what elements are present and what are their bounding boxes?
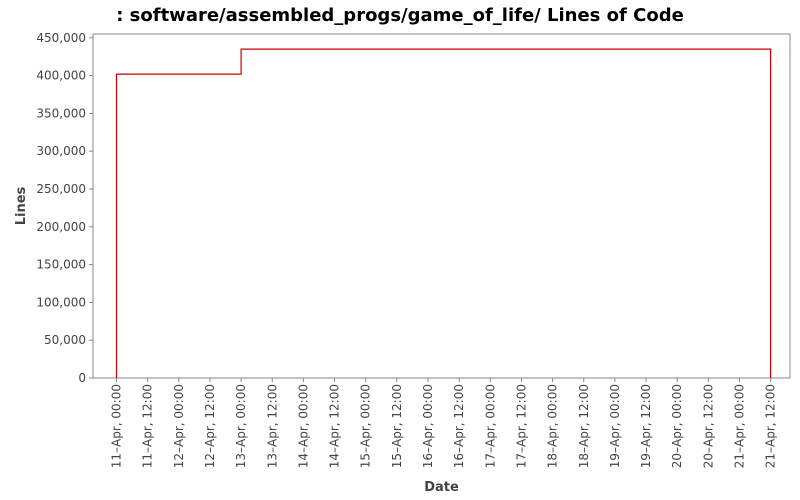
x-tick-label: 17–Apr, 12:00 xyxy=(514,384,528,468)
y-axis: 0 50,000 100,000 150,000 200,000 250,000 300,0… xyxy=(36,31,93,385)
x-tick-label: 16–Apr, 12:00 xyxy=(452,384,466,468)
x-tick-label: 20–Apr, 00:00 xyxy=(670,384,684,468)
x-tick-label: 15–Apr, 12:00 xyxy=(390,384,404,468)
x-tick-label: 18–Apr, 00:00 xyxy=(546,384,560,468)
x-tick-label: 17–Apr, 00:00 xyxy=(483,384,497,468)
x-tick-label: 12–Apr, 00:00 xyxy=(172,384,186,468)
x-tick-label: 21–Apr, 00:00 xyxy=(733,384,747,468)
y-tick-label: 50,000 xyxy=(44,333,86,347)
x-tick-label: 20–Apr, 12:00 xyxy=(701,384,715,468)
y-tick-label: 250,000 xyxy=(36,182,86,196)
series-line xyxy=(115,48,772,378)
plot-area xyxy=(92,33,791,379)
x-tick-label: 13–Apr, 12:00 xyxy=(265,384,279,468)
y-tick-label: 400,000 xyxy=(36,69,86,83)
y-tick-label: 200,000 xyxy=(36,220,86,234)
x-tick-label: 19–Apr, 00:00 xyxy=(608,384,622,468)
x-tick-label: 12–Apr, 12:00 xyxy=(203,384,217,468)
series-layer xyxy=(115,48,772,378)
x-tick-label: 14–Apr, 12:00 xyxy=(328,384,342,468)
x-axis: 11–Apr, 00:00 11–Apr, 12:00 12–Apr, 00:00 1… xyxy=(110,378,778,468)
y-tick-label: 350,000 xyxy=(36,106,86,120)
y-tick-label: 150,000 xyxy=(36,258,86,272)
x-tick-label: 21–Apr, 12:00 xyxy=(764,384,778,468)
y-tick-label: 450,000 xyxy=(36,31,86,45)
x-tick-label: 18–Apr, 12:00 xyxy=(577,384,591,468)
x-tick-label: 11–Apr, 00:00 xyxy=(110,384,124,468)
chart-title: : software/assembled_progs/game_of_life/… xyxy=(116,5,684,26)
x-tick-label: 19–Apr, 12:00 xyxy=(639,384,653,468)
x-tick-label: 14–Apr, 00:00 xyxy=(296,384,310,468)
x-tick-label: 15–Apr, 00:00 xyxy=(359,384,373,468)
x-tick-label: 13–Apr, 00:00 xyxy=(234,384,248,468)
x-tick-label: 16–Apr, 00:00 xyxy=(421,384,435,468)
y-axis-label: Lines xyxy=(14,186,29,225)
y-tick-label: 100,000 xyxy=(36,295,86,309)
y-tick-label: 0 xyxy=(78,371,86,385)
x-tick-label: 11–Apr, 12:00 xyxy=(141,384,155,468)
y-tick-label: 300,000 xyxy=(36,144,86,158)
x-axis-label: Date xyxy=(424,480,459,495)
